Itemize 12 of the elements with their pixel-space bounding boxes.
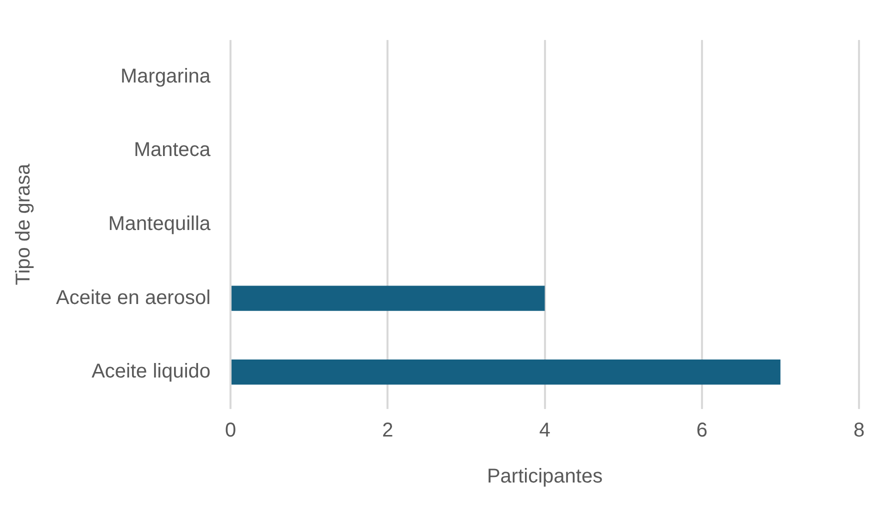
x-tick-label: 2 bbox=[382, 420, 394, 442]
x-tick-label: 6 bbox=[696, 420, 708, 442]
y-tick-label: Margarina bbox=[120, 65, 212, 88]
x-tick-label: 8 bbox=[853, 420, 865, 442]
x-tick-label: 4 bbox=[539, 420, 550, 442]
y-tick-label: Manteca bbox=[134, 139, 212, 162]
y-tick-label: Mantequilla bbox=[108, 213, 212, 236]
y-tick-label: Aceite en aerosol bbox=[56, 286, 211, 309]
x-axis-title: Participantes bbox=[486, 466, 603, 488]
y-tick-label: Aceite liquido bbox=[92, 360, 211, 383]
y-axis-title: Tipo de grasa bbox=[12, 162, 35, 286]
x-tick-label: 0 bbox=[224, 420, 236, 442]
